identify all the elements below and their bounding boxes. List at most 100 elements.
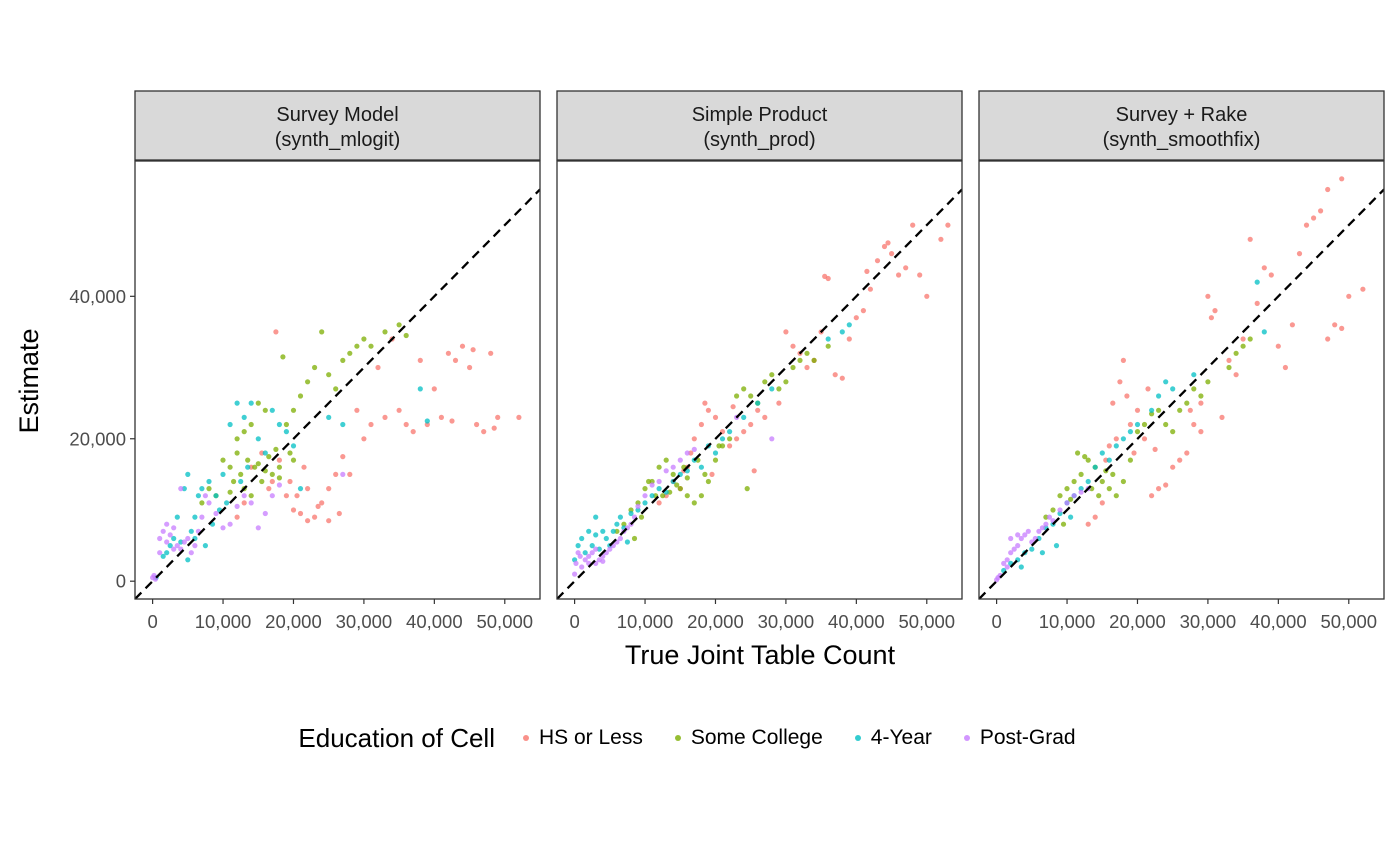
data-point — [896, 272, 902, 278]
data-point — [1261, 329, 1267, 335]
data-point — [255, 525, 261, 531]
x-tick-label: 40,000 — [406, 611, 463, 632]
data-point — [1039, 525, 1045, 531]
data-point — [698, 421, 705, 428]
data-point — [157, 535, 163, 542]
legend-item-some-college: Some College — [669, 726, 823, 750]
data-point — [1198, 393, 1204, 399]
data-point — [396, 322, 402, 328]
data-point — [734, 393, 740, 399]
data-point — [185, 535, 191, 542]
data-point — [206, 486, 212, 492]
data-point — [797, 357, 803, 363]
data-point — [449, 418, 455, 424]
data-point — [727, 443, 733, 449]
data-point — [1275, 343, 1281, 349]
data-point — [1004, 564, 1010, 570]
data-point — [1141, 436, 1148, 442]
data-point — [206, 478, 212, 485]
x-tick-label: 0 — [991, 611, 1001, 632]
panel-strip — [556, 90, 963, 161]
x-tick-label: 50,000 — [1320, 611, 1377, 632]
data-point — [188, 550, 194, 556]
data-point — [889, 251, 895, 257]
data-point — [467, 364, 473, 371]
data-point — [741, 386, 747, 392]
data-point — [171, 546, 177, 552]
data-point — [1127, 421, 1133, 428]
data-point — [474, 421, 480, 428]
data-point — [1170, 464, 1176, 470]
data-point — [269, 407, 275, 413]
data-point — [326, 518, 332, 524]
data-point — [649, 482, 655, 488]
data-point — [403, 332, 409, 339]
data-point — [1029, 546, 1035, 552]
data-point — [227, 464, 233, 470]
x-tick-label: 10,000 — [195, 611, 252, 632]
data-point — [516, 414, 522, 420]
data-point — [1106, 443, 1112, 449]
series-some-college — [1043, 336, 1253, 527]
series-post-grad — [572, 414, 775, 577]
panel-strip — [134, 90, 541, 161]
panel-strip-title: Simple Product (synth_prod) — [692, 104, 828, 151]
data-point — [396, 407, 402, 413]
data-point — [326, 486, 332, 492]
panel-strip-title: Survey Model (synth_mlogit) — [275, 104, 401, 151]
data-point — [727, 436, 733, 442]
data-point — [1092, 514, 1098, 520]
data-point — [593, 532, 599, 538]
data-point — [610, 528, 616, 534]
data-point — [1247, 336, 1253, 342]
data-point — [1050, 507, 1056, 513]
data-point — [297, 510, 304, 517]
data-point — [259, 478, 265, 485]
data-point — [1011, 546, 1017, 552]
data-point — [171, 535, 177, 542]
data-point — [1226, 357, 1232, 363]
data-point — [702, 471, 708, 477]
data-point — [336, 510, 342, 517]
data-point — [1096, 493, 1102, 499]
data-point — [656, 486, 662, 492]
data-point — [712, 457, 719, 463]
data-point — [1078, 471, 1084, 477]
data-point — [1240, 336, 1246, 342]
data-point — [283, 493, 289, 499]
data-point — [262, 450, 268, 456]
data-point — [691, 446, 697, 452]
data-point — [656, 500, 662, 506]
data-point — [702, 400, 708, 406]
data-point — [684, 450, 690, 456]
data-point — [573, 560, 579, 567]
series-4-year — [572, 322, 852, 563]
data-point — [269, 471, 275, 477]
data-point — [1254, 279, 1260, 285]
data-point — [227, 489, 233, 495]
data-point — [255, 400, 261, 406]
data-point — [1099, 500, 1105, 506]
data-point — [1282, 364, 1288, 371]
reference-line — [979, 188, 1384, 599]
data-point — [248, 493, 254, 499]
data-point — [839, 329, 845, 335]
data-point — [670, 471, 676, 477]
panel-points — [994, 176, 1366, 583]
reference-line — [557, 188, 962, 599]
data-point — [1113, 443, 1119, 449]
data-point — [213, 493, 219, 499]
data-point — [642, 500, 648, 506]
x-tick-label: 30,000 — [1180, 611, 1237, 632]
data-point — [1015, 532, 1021, 538]
data-point — [1198, 429, 1204, 435]
x-tick-label: 50,000 — [476, 611, 533, 632]
data-point — [266, 454, 272, 460]
data-point — [417, 357, 423, 363]
data-point — [1085, 457, 1091, 463]
data-point — [762, 379, 768, 385]
data-point — [577, 553, 583, 559]
data-point — [674, 482, 680, 488]
data-point — [572, 571, 578, 577]
legend-key-hs-or-less — [522, 735, 529, 741]
